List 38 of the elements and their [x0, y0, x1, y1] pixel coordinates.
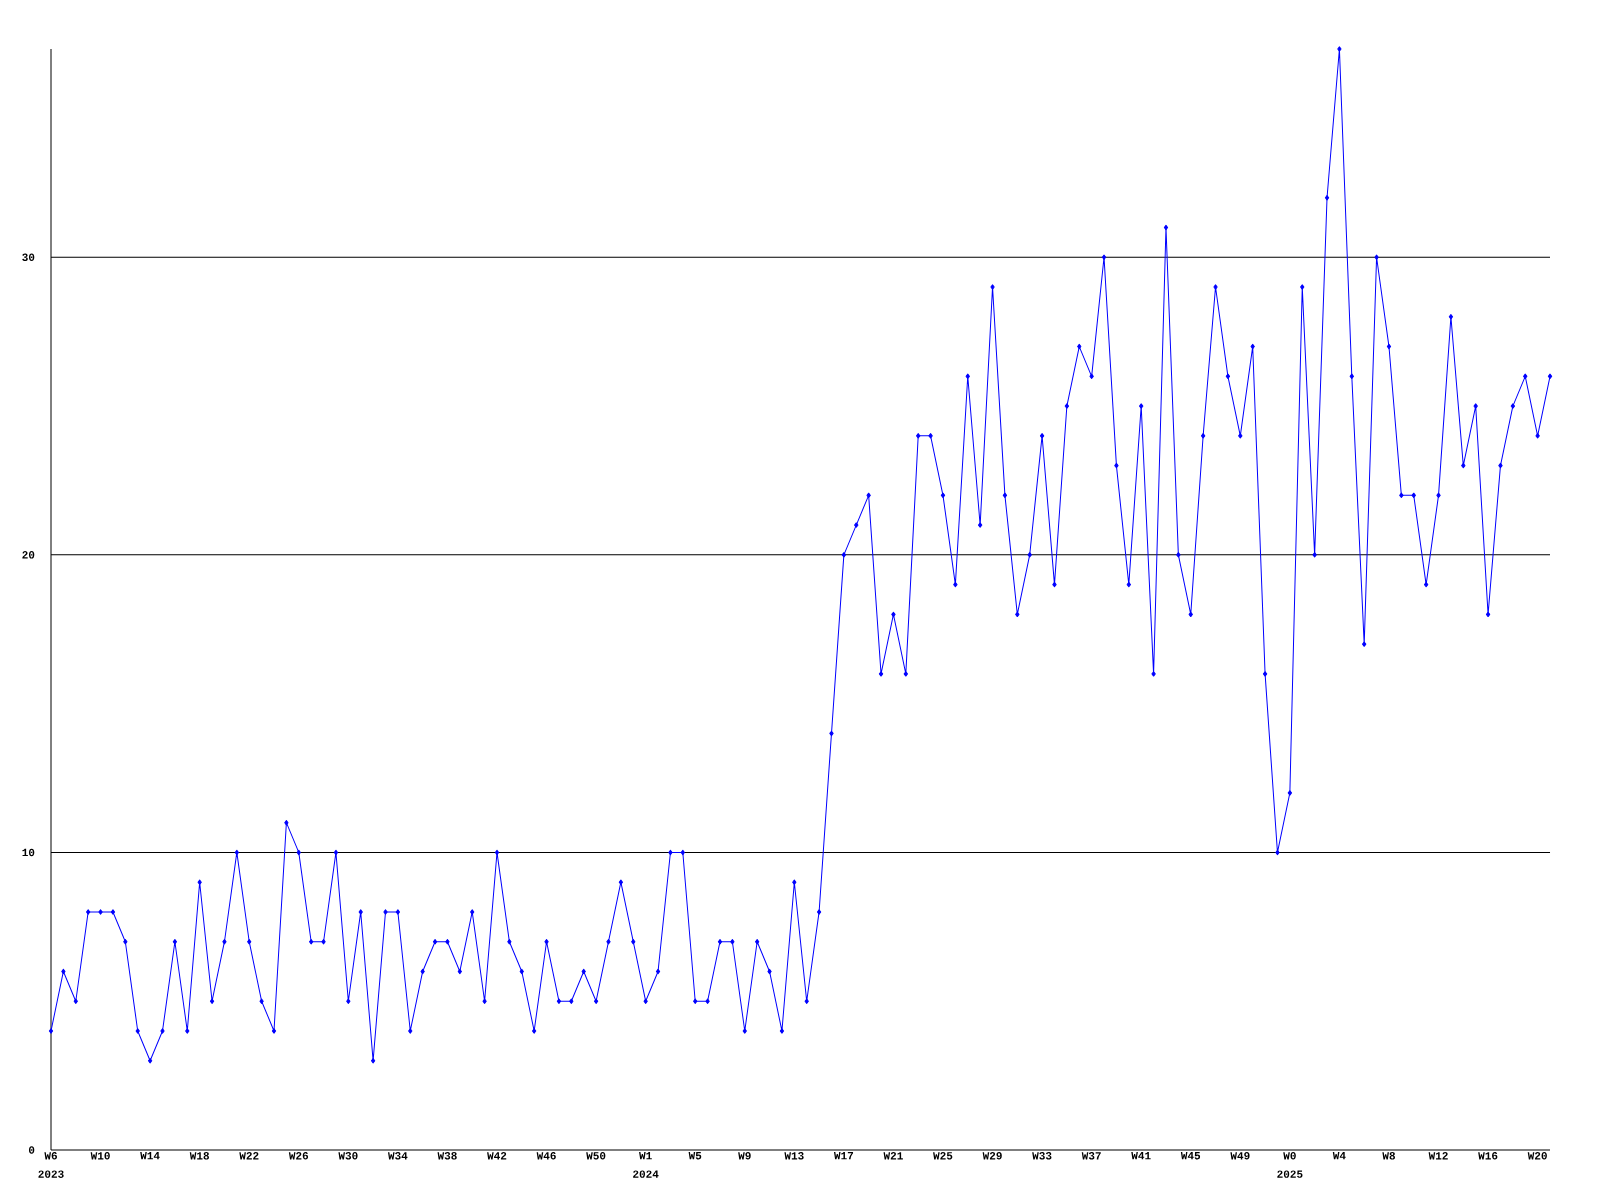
x-tick-label: W0 [1283, 1152, 1296, 1160]
x-tick-label: W45 [1180, 1152, 1201, 1160]
y-tick-label: 20 [22, 551, 35, 559]
x-tick-label: W17 [833, 1152, 854, 1160]
x-tick-label: W12 [1428, 1152, 1448, 1160]
x-tick-label: W14 [140, 1152, 160, 1160]
y-tick-label: 30 [22, 253, 35, 262]
x-tick-label: W30 [338, 1152, 358, 1160]
x-tick-label: W16 [1478, 1152, 1498, 1160]
x-tick-label: W41 [1131, 1152, 1151, 1160]
x-tick-label: W21 [883, 1152, 903, 1160]
x-tick-label: W10 [90, 1152, 110, 1160]
x-tick-label: W50 [586, 1152, 606, 1160]
x-tick-label: W4 [1332, 1152, 1346, 1160]
x-tick-label: W29 [982, 1152, 1002, 1160]
x-tick-label: W26 [288, 1152, 309, 1160]
text: 2023 [38, 1170, 64, 1178]
x-tick-label: W8 [1382, 1152, 1395, 1160]
text: 2024 [633, 1170, 659, 1178]
x-tick-label: W6 [44, 1152, 57, 1160]
x-tick-label: W33 [1032, 1152, 1052, 1160]
x-tick-label: W37 [1081, 1152, 1101, 1160]
x-tick-label: W46 [536, 1152, 556, 1160]
x-tick-label: W25 [933, 1152, 953, 1160]
x-tick-label: W1 [639, 1152, 652, 1160]
y-tick-label: 0 [28, 1146, 35, 1154]
x-tick-label: W13 [784, 1152, 804, 1160]
text: 2025 [1277, 1170, 1303, 1178]
y-tick-label: 10 [22, 848, 35, 857]
x-tick-label: W22 [239, 1152, 259, 1160]
x-tick-label: W49 [1230, 1152, 1250, 1160]
x-tick-label: W34 [387, 1152, 408, 1160]
x-tick-label: W20 [1527, 1152, 1547, 1160]
x-tick-label: W42 [487, 1152, 507, 1160]
x-tick-label: W18 [189, 1152, 209, 1160]
x-tick-label: W5 [688, 1152, 702, 1160]
x-tick-label: W38 [437, 1152, 457, 1160]
x-tick-label: W9 [738, 1152, 751, 1160]
